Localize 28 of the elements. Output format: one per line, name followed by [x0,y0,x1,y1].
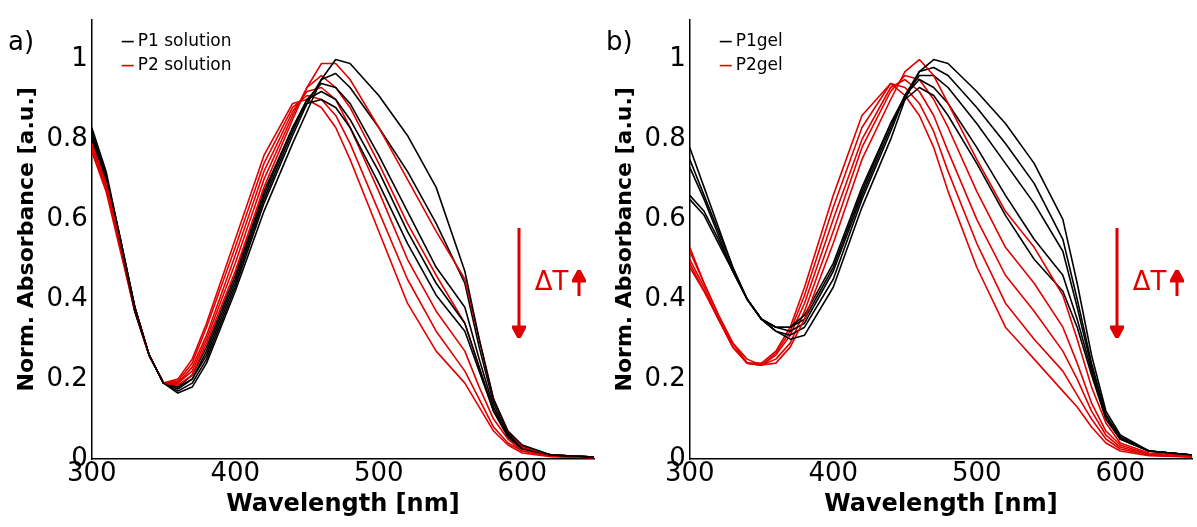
x-tick-label: 500 [951,457,1002,488]
x-axis-title: Wavelength [nm] [824,488,1058,517]
y-tick-label: 1 [669,42,686,73]
x-tick-label: 600 [1095,457,1146,488]
annotation: ΔT [534,265,569,296]
x-axis-title: Wavelength [nm] [226,488,460,517]
chart-title: a) [8,25,35,56]
legend-label: P1gel [735,30,783,51]
y-tick-label: 0.8 [644,122,686,153]
annotation: ΔT [1132,265,1167,296]
chart-title: b) [606,25,633,56]
y-tick-label: 0.6 [644,202,686,233]
y-tick-label: 0.6 [46,202,88,233]
legend-label: P2gel [735,54,783,75]
y-axis-title: Norm. Absorbance [a.u.] [12,87,38,392]
y-tick-label: 0.8 [46,122,88,153]
legend-label: P1 solution [137,30,232,51]
y-tick-label: 0.4 [46,281,88,312]
y-tick-label: 1 [71,42,88,73]
y-tick-label: 0.2 [46,361,88,392]
y-tick-label: 0.4 [644,281,686,312]
y-axis-title: Norm. Absorbance [a.u.] [610,87,636,392]
x-tick-label: 400 [210,457,261,488]
y-tick-label: 0.2 [644,361,686,392]
x-tick-label: 500 [353,457,404,488]
x-tick-label: 400 [808,457,859,488]
x-tick-label: 600 [497,457,548,488]
legend-label: P2 solution [137,54,232,75]
